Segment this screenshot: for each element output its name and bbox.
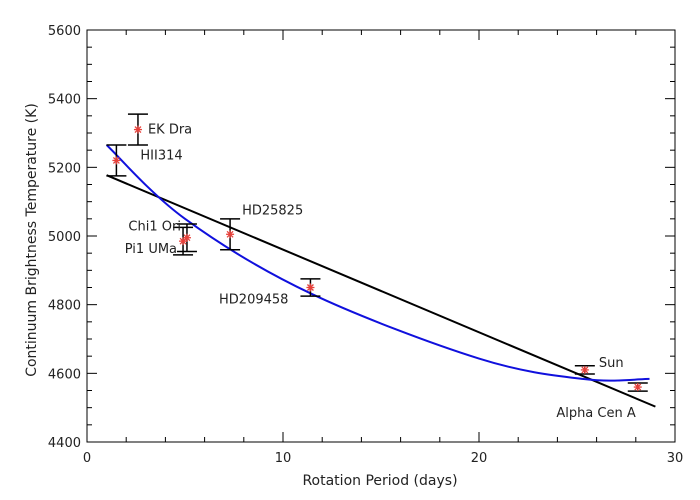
point-marker (112, 157, 120, 164)
x-tick-label: 30 (667, 451, 684, 466)
point-label: Chi1 Ori (128, 220, 181, 235)
data-point-pi1-uma (173, 226, 194, 256)
y-tick-label: 4400 (48, 436, 81, 451)
linear-fit-line (106, 174, 656, 408)
y-tick-label: 4800 (48, 299, 81, 314)
y-tick-label: 5400 (48, 93, 81, 108)
x-axis-label: Rotation Period (days) (302, 473, 457, 489)
quadratic-fit-curve (105, 144, 650, 382)
point-label: Pi1 UMa (125, 242, 177, 257)
point-label: EK Dra (148, 123, 192, 138)
x-tick-label: 10 (275, 451, 292, 466)
y-tick-label: 5200 (48, 161, 81, 176)
y-tick-label: 4600 (48, 367, 81, 382)
axis-ticks: 0 10 20 30 4400 4600 4800 5000 5200 5400 5600 (48, 24, 683, 466)
fit-lines (105, 144, 656, 408)
point-marker (179, 237, 187, 245)
data-point-hd25825 (220, 218, 241, 251)
point-label: HD25825 (242, 203, 303, 218)
data-point-chi1-ori (176, 223, 197, 253)
data-point-sun (574, 365, 595, 375)
point-label: HD209458 (219, 293, 288, 308)
data-point-hd209458 (300, 278, 321, 297)
data-point-ek-dra (127, 113, 148, 146)
point-labels: EK Dra HII314 Chi1 Ori Pi1 UMa HD25825 HD2094… (125, 123, 636, 422)
data-point-hii314 (106, 144, 127, 177)
point-marker (306, 284, 314, 291)
point-marker (226, 230, 234, 238)
point-marker (581, 366, 589, 374)
y-axis-label: Continuum Brightness Temperature (K) (24, 103, 40, 377)
point-marker (134, 126, 142, 134)
y-tick-label: 5000 (48, 230, 81, 245)
x-tick-label: 20 (471, 451, 488, 466)
point-label: HII314 (140, 148, 182, 163)
y-tick-label: 5600 (48, 24, 81, 39)
x-tick-label: 0 (83, 451, 91, 466)
point-label: Alpha Cen A (556, 406, 636, 421)
data-point-alpha-cen-a (627, 382, 648, 392)
point-label: Sun (599, 356, 624, 371)
data-points (106, 113, 648, 392)
point-marker (634, 383, 642, 391)
